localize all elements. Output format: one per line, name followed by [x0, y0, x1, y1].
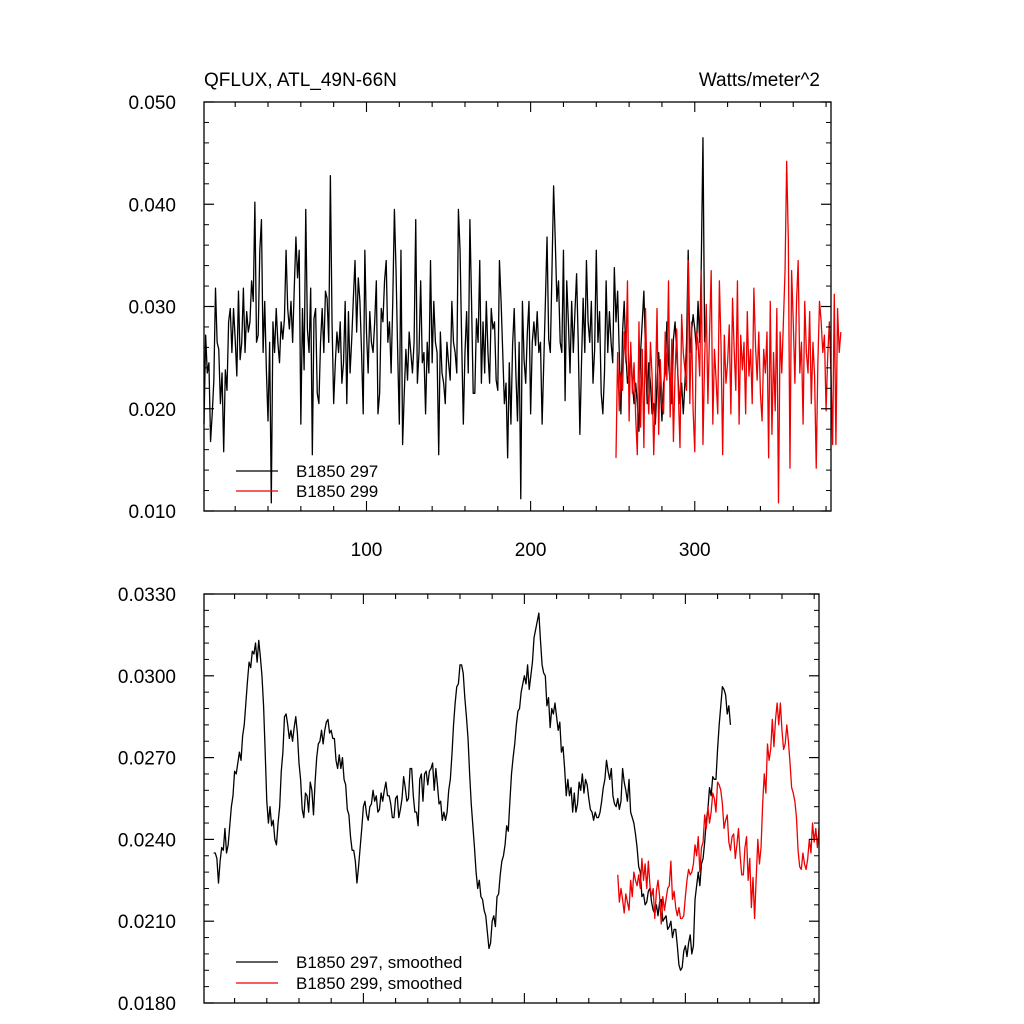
y-tick-label: 0.0240: [118, 830, 176, 851]
legend-label-299: B1850 299: [296, 482, 378, 501]
y-tick-label: 0.050: [128, 93, 176, 114]
y-tick-label: 0.0330: [118, 585, 176, 606]
plot-area-bottom: [213, 612, 820, 971]
legend-label-297: B1850 297: [296, 462, 378, 481]
y-tick-label: 0.0210: [118, 912, 176, 933]
x-tick-label: 300: [679, 540, 711, 561]
title-left: QFLUX, ATL_49N-66N: [204, 70, 397, 91]
x-tick-label: 200: [515, 540, 547, 561]
legend-bottom: B1850 297, smoothed B1850 299, smoothed: [236, 953, 462, 993]
x-axis-top: 100 200 300: [234, 102, 827, 561]
series-line-297-smoothed: [213, 612, 732, 971]
x-tick-label: 100: [351, 540, 383, 561]
legend-top: B1850 297 B1850 299: [236, 462, 378, 501]
y-tick-label: 0.010: [128, 502, 176, 523]
y-tick-label: 0.0300: [118, 667, 176, 688]
y-axis-top: 0.010 0.020 0.030 0.040 0.050: [128, 93, 831, 523]
plot-frame-bottom: [203, 593, 820, 1004]
series-line-297: [203, 137, 706, 504]
panel-bottom: 0.0180 0.0210 0.0240 0.0270 0.0300 0.0330 B18…: [118, 585, 820, 1015]
y-tick-label: 0.030: [128, 298, 176, 319]
plot-area-top: [203, 137, 842, 504]
x-axis-bottom: [234, 594, 815, 1003]
series-line-299: [615, 160, 842, 504]
panel-top: QFLUX, ATL_49N-66N Watts/meter^2 0.0100.…: [128, 70, 842, 561]
y-tick-label: 0.0180: [118, 994, 176, 1015]
y-tick-label: 0.040: [128, 195, 176, 216]
y-tick-label: 0.020: [128, 400, 176, 421]
legend-label-299-smoothed: B1850 299, smoothed: [296, 974, 462, 993]
series-line-299-smoothed: [617, 702, 820, 925]
title-right: Watts/meter^2: [699, 70, 820, 91]
y-tick-label: 0.0270: [118, 749, 176, 770]
y-axis-bottom: 0.0180 0.0210 0.0240 0.0270 0.0300 0.0330: [118, 585, 819, 1015]
legend-label-297-smoothed: B1850 297, smoothed: [296, 953, 462, 972]
